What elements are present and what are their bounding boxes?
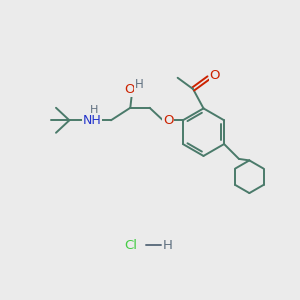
- Text: Cl: Cl: [124, 238, 137, 252]
- Text: O: O: [163, 114, 173, 127]
- Text: O: O: [209, 69, 220, 82]
- Text: H: H: [162, 238, 172, 252]
- Text: H: H: [90, 105, 98, 115]
- Text: O: O: [124, 83, 135, 97]
- Text: NH: NH: [82, 114, 101, 127]
- Text: H: H: [135, 77, 144, 91]
